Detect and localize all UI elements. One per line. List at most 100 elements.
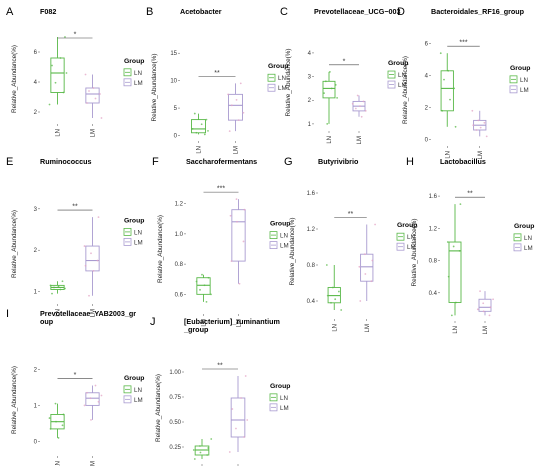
legend-label: LM [280,243,289,250]
legend-title: Group [514,223,534,230]
data-point [235,98,238,101]
y-tick-label: 1.2 [429,226,438,232]
data-point [96,259,99,262]
data-point [92,87,95,89]
data-point [200,123,203,126]
panel-letter: I [6,308,9,320]
data-point [97,216,100,219]
box-lm: LM [351,94,367,144]
data-point [100,394,103,397]
y-tick-label: 0.6 [175,292,184,298]
data-point [53,286,55,289]
data-point [489,306,492,309]
data-point [57,437,60,439]
box-ln: LN [446,203,462,334]
x-tick-label: LN [202,319,208,327]
y-tick-label: 0 [425,138,429,144]
chart-panel-a: A F082 Relative_Abundance(%) 2 4 6 LN LM * Group L… [6,6,144,137]
legend: Group LN LM [123,375,144,404]
data-point [90,418,92,421]
data-point [476,308,479,311]
box-rect [196,277,211,295]
legend-label: LM [278,85,287,92]
data-point [84,73,87,76]
box-ln: LN [439,52,457,159]
data-point [61,424,64,427]
y-tick-label: 3 [308,75,312,81]
y-tick-label: 15 [170,51,177,57]
data-point [326,123,329,125]
data-point [370,280,373,283]
x-tick-label: LM [237,319,243,327]
data-point [472,124,475,127]
y-axis-title: Relative_Abundance(%) [151,54,158,122]
panel-letter: B [146,6,153,18]
y-tick-label: 1.0 [175,232,184,238]
box-ln: LN [325,264,343,332]
data-point [51,64,53,67]
legend-label: LN [524,235,532,242]
data-point [236,220,238,223]
data-point [325,264,328,266]
data-point [84,264,87,267]
significance-label: ** [217,363,223,370]
x-tick-label: LN [332,324,338,332]
x-tick-label: LN [327,136,333,144]
panel-title: Bacteroidales_RF16_group [431,7,525,16]
data-point [192,449,195,451]
legend-label: LM [134,80,143,87]
data-point [55,420,57,423]
x-tick-label: LM [91,461,97,466]
data-point [227,93,230,96]
y-tick-label: 0.8 [307,263,316,269]
chart-panel-d: D Bacteroidales_RF16_group Relative_Abunda… [397,6,530,159]
significance-label: *** [217,186,225,193]
y-tick-label: 0.4 [307,299,316,305]
y-tick-label: 0.4 [429,291,438,297]
significance-label: * [343,58,346,65]
legend: Group LN LM [269,383,290,412]
y-tick-label: 0.50 [169,420,181,426]
legend-title: Group [270,221,290,228]
legend-label: LM [407,244,416,251]
data-point [452,245,455,248]
panel-title: Ruminococcus [40,157,92,166]
significance-label: *** [459,40,467,47]
y-tick-label: 3 [34,207,38,213]
data-point [485,135,488,138]
box-lm: LM [227,82,245,154]
legend: Group LN LM [123,217,144,246]
data-point [97,400,100,403]
panel-title: F082 [40,7,56,16]
panel-title: Prevotellaceae_YAB2003_gr oup [40,309,136,326]
box-lm: LM [83,216,100,317]
data-point [62,91,65,94]
x-tick-label: LM [478,151,484,159]
x-tick-label: LN [56,461,62,466]
legend-label: LN [520,77,528,84]
data-point [207,276,210,279]
y-tick-label: 0.75 [169,395,181,401]
legend-title: Group [124,217,144,224]
data-point [240,397,242,399]
data-point [59,288,62,291]
box-rect [85,87,100,104]
panel-title-line: Lactobacillus [440,157,486,166]
data-point [195,280,198,283]
data-point [334,83,337,86]
data-point [443,78,445,81]
data-point [237,119,240,122]
significance-label: * [74,32,77,39]
legend-title: Group [124,58,144,65]
data-point [48,103,51,106]
box-lm: LM [471,109,488,159]
panel-title-line: Ruminococcus [40,157,92,166]
data-point [207,447,210,449]
data-point [323,92,325,95]
box-rect [231,209,246,262]
y-tick-label: 2 [34,110,38,116]
y-tick-label: 4 [308,51,312,57]
data-point [483,121,486,124]
data-point [206,454,209,456]
